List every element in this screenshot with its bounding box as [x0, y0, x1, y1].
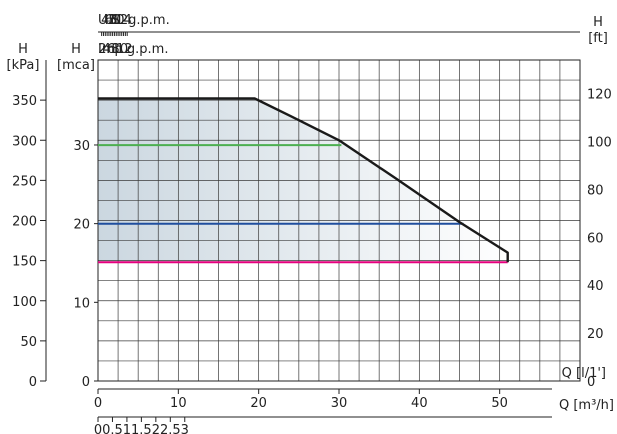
us-gpm-tick-label: 4 — [101, 13, 109, 28]
q-l-per-s-tick-label: 2 — [152, 423, 160, 434]
kpa-tick-label: 250 — [12, 174, 37, 189]
us-gpm-tick-label: 12 — [112, 13, 129, 28]
kpa-axis-header-h: H — [18, 42, 28, 57]
imp-gpm-axis-label: Imp g.p.m. — [98, 42, 168, 57]
kpa-axis-header-unit: [kPa] — [7, 58, 40, 73]
q-m3h-axis-label: Q [m³/h] — [559, 398, 614, 413]
kpa-tick-label: 300 — [12, 134, 37, 149]
max-head-envelope-line — [98, 97, 509, 263]
kpa-ticks: 0 50 100 150 200 250 300 350 — [12, 94, 46, 390]
q-m3h-tick-label: 20 — [250, 396, 267, 411]
kpa-axis: H [kPa] 0 50 100 150 200 250 300 350 — [7, 42, 47, 390]
q-l-per-s-tick-label: 1.5 — [131, 423, 152, 434]
ft-tick-label: 0 — [587, 375, 595, 390]
ft-tick-label: 20 — [587, 327, 604, 342]
ft-tick-label: 80 — [587, 183, 604, 198]
q-l-per-s-tick-label: 0 — [94, 423, 102, 434]
ft-tick-label: 120 — [587, 88, 612, 103]
plot-frame — [97, 59, 581, 382]
q-l-per-s-tick-label: 3 — [181, 423, 189, 434]
q-l-per-s-tick-label: 1 — [123, 423, 131, 434]
us-gpm-axis-label: U.S. g.p.m. — [98, 13, 170, 28]
imp-gpm-tick-label: 6 — [107, 42, 115, 57]
q-l-per-s-ticks: 0 0.5 1 1.5 2 2.5 3 — [94, 417, 189, 434]
kpa-tick-label: 350 — [12, 94, 37, 109]
grid — [98, 60, 580, 381]
q-m3h-tick-label: 50 — [491, 396, 508, 411]
series-lines — [98, 144, 508, 264]
q-m3h-ticks: 0 10 20 30 40 50 — [94, 389, 508, 411]
q-m3h-tick-label: 30 — [331, 396, 348, 411]
mca-tick-label: 10 — [73, 296, 90, 311]
ft-axis-header-unit: [ft] — [588, 31, 608, 46]
imp-gpm-tick-label: 12 — [116, 42, 133, 57]
ft-ticks: 0 20 40 60 80 100 120 — [587, 88, 612, 390]
ft-tick-label: 100 — [587, 135, 612, 150]
imp-gpm-tick-label: 2 — [98, 42, 106, 57]
kpa-tick-label: 50 — [20, 335, 37, 350]
ft-axis: H [ft] 0 20 40 60 80 100 120 — [587, 15, 612, 390]
mca-axis-header-unit: [mca] — [57, 58, 95, 73]
us-gpm-tick-label: 6 — [105, 13, 113, 28]
q-m3h-tick-label: 10 — [170, 396, 187, 411]
mca-tick-label: 0 — [82, 375, 90, 390]
q-l-per-s-tick-label: 0.5 — [102, 423, 123, 434]
q-l-per-min-axis-label: Q [l/1'] — [562, 366, 606, 381]
kpa-tick-label: 200 — [12, 215, 37, 230]
mca-axis-header-h: H — [71, 42, 81, 57]
mca-tick-label: 20 — [73, 218, 90, 233]
imp-gpm-tick-label: 10 — [112, 42, 129, 57]
us-gpm-tick-label: 14 — [115, 13, 132, 28]
kpa-tick-label: 150 — [12, 255, 37, 270]
ft-axis-header-h: H — [593, 15, 603, 30]
q-l-per-s-tick-label: 2.5 — [160, 423, 181, 434]
us-gpm-tick-label: 10 — [108, 13, 125, 28]
mca-ticks: 0 10 20 30 — [73, 139, 98, 390]
q-m3h-tick-label: 40 — [411, 396, 428, 411]
bottom-axes: Q [l/1'] Q [m³/h] 0 10 20 30 40 50 0 0.5 1 1.5 2 2… — [94, 366, 614, 434]
mca-tick-label: 30 — [73, 139, 90, 154]
kpa-tick-label: 0 — [29, 375, 37, 390]
ft-tick-label: 60 — [587, 231, 604, 246]
ft-tick-label: 40 — [587, 279, 604, 294]
q-m3h-tick-label: 0 — [94, 396, 102, 411]
kpa-tick-label: 100 — [12, 295, 37, 310]
us-gpm-tick-label: 8 — [108, 13, 116, 28]
imp-gpm-tick-label: 4 — [103, 42, 111, 57]
mca-axis: H [mca] 0 10 20 30 — [57, 42, 98, 390]
imp-gpm-tick-label: 8 — [111, 42, 119, 57]
